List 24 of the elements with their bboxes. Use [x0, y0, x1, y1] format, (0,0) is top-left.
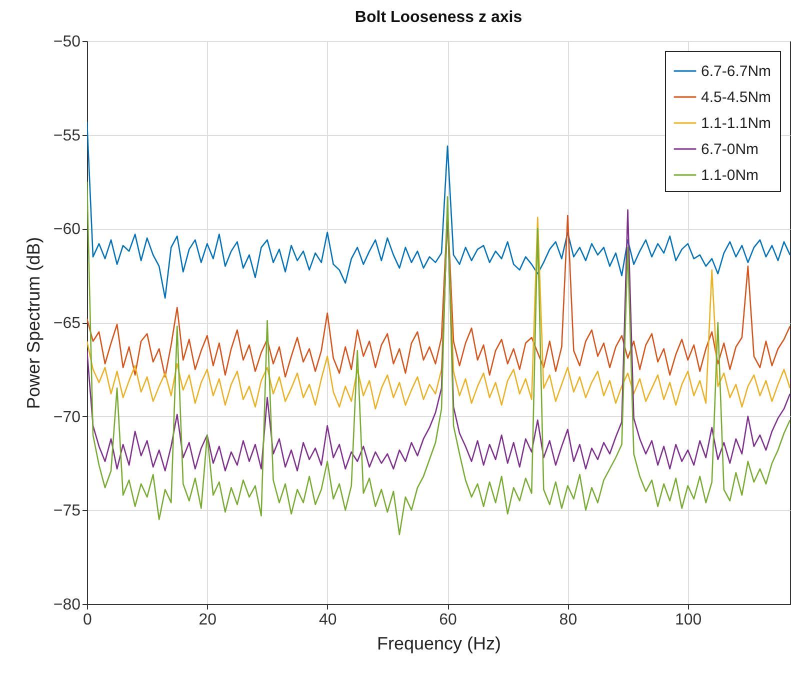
- x-axis-title: Frequency (Hz): [376, 634, 502, 654]
- line-series: [87, 216, 790, 410]
- y-tick-label: −75: [53, 502, 81, 520]
- x-tick-label: 40: [318, 612, 337, 628]
- y-axis-title: Power Spectrum (dB): [23, 236, 44, 410]
- x-tick-label: 0: [83, 612, 92, 628]
- y-tick-label: −70: [53, 408, 81, 426]
- line-series: [87, 181, 790, 536]
- legend-label: 1.1-0Nm: [701, 167, 759, 184]
- y-tick-label: −55: [53, 127, 81, 144]
- x-tick-label: 80: [559, 612, 578, 628]
- legend-label: 6.7-0Nm: [701, 141, 759, 158]
- chart-title: Bolt Looseness z axis: [354, 9, 522, 26]
- legend-label: 6.7-6.7Nm: [701, 63, 772, 80]
- x-tick-label: 20: [198, 612, 217, 628]
- y-tick-label: −65: [53, 315, 81, 332]
- x-tick-label: 60: [439, 612, 458, 628]
- y-tick-label: −60: [53, 221, 81, 238]
- legend-label: 1.1-1.1Nm: [701, 115, 772, 132]
- x-tick-label: 100: [675, 612, 702, 628]
- legend-label: 4.5-4.5Nm: [701, 89, 772, 106]
- y-tick-label: −50: [53, 34, 81, 50]
- line-series: [87, 209, 790, 472]
- y-tick-label: −80: [53, 596, 81, 614]
